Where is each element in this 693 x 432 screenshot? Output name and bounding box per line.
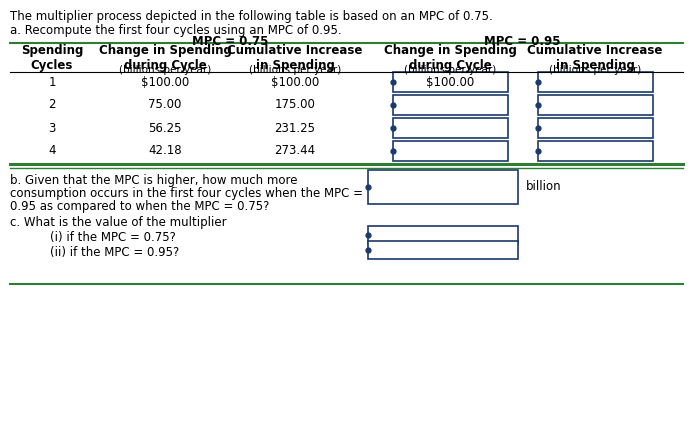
Text: MPC = 0.95: MPC = 0.95 xyxy=(484,35,561,48)
Bar xyxy=(538,141,653,161)
Bar xyxy=(538,95,653,115)
Text: consumption occurs in the first four cycles when the MPC =: consumption occurs in the first four cyc… xyxy=(10,187,363,200)
Bar xyxy=(368,226,518,244)
Text: Change in Spending
during Cycle: Change in Spending during Cycle xyxy=(383,44,516,72)
Text: 42.18: 42.18 xyxy=(148,144,182,158)
Text: 231.25: 231.25 xyxy=(274,121,315,134)
Text: (billions per year): (billions per year) xyxy=(404,65,496,75)
Bar xyxy=(538,72,653,92)
Bar xyxy=(368,170,518,204)
Text: (billions per year): (billions per year) xyxy=(119,65,211,75)
Text: Cumulative Increase
in Spending: Cumulative Increase in Spending xyxy=(527,44,663,72)
Text: (i) if the MPC = 0.75?: (i) if the MPC = 0.75? xyxy=(50,231,176,244)
Text: The multiplier process depicted in the following table is based on an MPC of 0.7: The multiplier process depicted in the f… xyxy=(10,10,493,23)
Text: $100.00: $100.00 xyxy=(426,76,474,89)
Text: 175.00: 175.00 xyxy=(274,98,315,111)
Text: c. What is the value of the multiplier: c. What is the value of the multiplier xyxy=(10,216,227,229)
Text: 273.44: 273.44 xyxy=(274,144,315,158)
Text: 1: 1 xyxy=(49,76,55,89)
Text: (billions per year): (billions per year) xyxy=(549,65,641,75)
Text: 75.00: 75.00 xyxy=(148,98,182,111)
Text: 56.25: 56.25 xyxy=(148,121,182,134)
Bar xyxy=(392,141,507,161)
Text: 4: 4 xyxy=(49,144,55,158)
Bar xyxy=(392,72,507,92)
Text: Change in Spending
during Cycle: Change in Spending during Cycle xyxy=(98,44,231,72)
Text: b. Given that the MPC is higher, how much more: b. Given that the MPC is higher, how muc… xyxy=(10,174,297,187)
Bar xyxy=(392,95,507,115)
Text: $100.00: $100.00 xyxy=(271,76,319,89)
Text: billion: billion xyxy=(526,181,561,194)
Text: $100.00: $100.00 xyxy=(141,76,189,89)
Bar xyxy=(368,241,518,259)
Text: MPC = 0.75: MPC = 0.75 xyxy=(192,35,268,48)
Bar xyxy=(392,118,507,138)
Text: (billions per year): (billions per year) xyxy=(249,65,341,75)
Bar xyxy=(538,118,653,138)
Text: 3: 3 xyxy=(49,121,55,134)
Text: 0.95 as compared to when the MPC = 0.75?: 0.95 as compared to when the MPC = 0.75? xyxy=(10,200,270,213)
Text: 2: 2 xyxy=(49,98,55,111)
Text: Cumulative Increase
in Spending: Cumulative Increase in Spending xyxy=(227,44,362,72)
Text: a. Recompute the first four cycles using an MPC of 0.95.: a. Recompute the first four cycles using… xyxy=(10,24,342,37)
Text: (ii) if the MPC = 0.95?: (ii) if the MPC = 0.95? xyxy=(50,246,179,259)
Text: Spending
Cycles: Spending Cycles xyxy=(21,44,83,72)
